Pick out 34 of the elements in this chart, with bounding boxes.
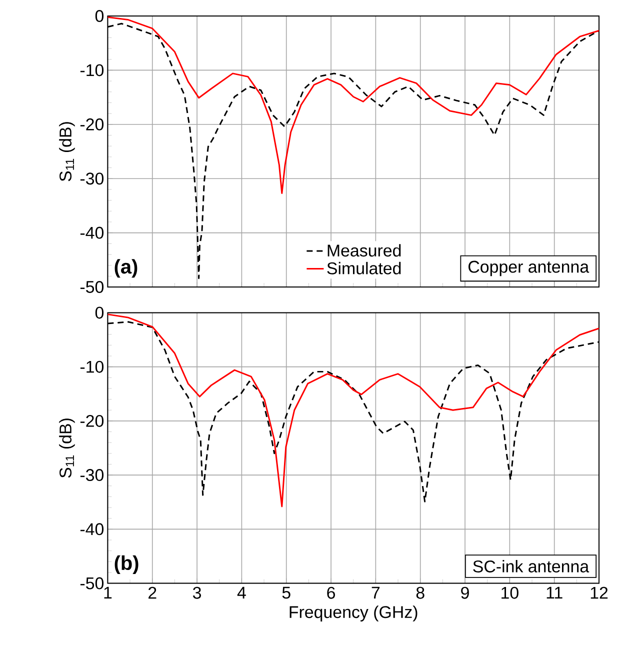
x-tick-label: 11 bbox=[546, 586, 562, 598]
y-tick-label: -50 bbox=[80, 280, 104, 293]
x-tick-label: 3 bbox=[192, 586, 201, 599]
x-tick-label: 9 bbox=[461, 586, 469, 599]
legend-label: Measured bbox=[328, 244, 401, 257]
x-tick-label: 12 bbox=[590, 586, 608, 599]
x-tick-label: 6 bbox=[327, 586, 335, 599]
y-axis-title: S$_{11}$ (dB) bbox=[59, 418, 75, 478]
x-tick-label: 10 bbox=[502, 586, 518, 599]
legend-label: Simulated bbox=[327, 262, 401, 274]
y-tick-label: -40 bbox=[80, 523, 104, 536]
x-axis-title: Frequency (GHz) bbox=[290, 606, 418, 622]
x-tick-label: 1 bbox=[104, 586, 112, 598]
y-tick-label: 0 bbox=[95, 10, 104, 22]
y-tick-label: -10 bbox=[80, 360, 104, 373]
annotation: SC-ink antenna bbox=[473, 560, 590, 572]
x-tick-label: 4 bbox=[237, 586, 246, 598]
y-tick-label: -20 bbox=[80, 414, 104, 427]
x-tick-label: 7 bbox=[372, 586, 380, 598]
annotation: (a) bbox=[114, 259, 138, 278]
y-tick-label: -30 bbox=[80, 469, 104, 482]
x-tick-label: 2 bbox=[148, 586, 156, 599]
y-axis-title: S$_{11}$ (dB) bbox=[59, 122, 75, 182]
y-tick-label: -30 bbox=[80, 172, 104, 185]
annotation: Copper antenna bbox=[468, 260, 590, 276]
x-tick-label: 8 bbox=[416, 586, 424, 599]
line-series bbox=[108, 16, 600, 194]
x-tick-label: 5 bbox=[282, 586, 290, 599]
y-tick-label: -50 bbox=[80, 577, 104, 590]
y-tick-label: -10 bbox=[80, 64, 104, 76]
y-tick-label: -40 bbox=[80, 226, 104, 239]
annotation: (b) bbox=[114, 555, 138, 574]
y-tick-label: -20 bbox=[80, 118, 104, 130]
y-tick-label: 0 bbox=[95, 306, 104, 319]
